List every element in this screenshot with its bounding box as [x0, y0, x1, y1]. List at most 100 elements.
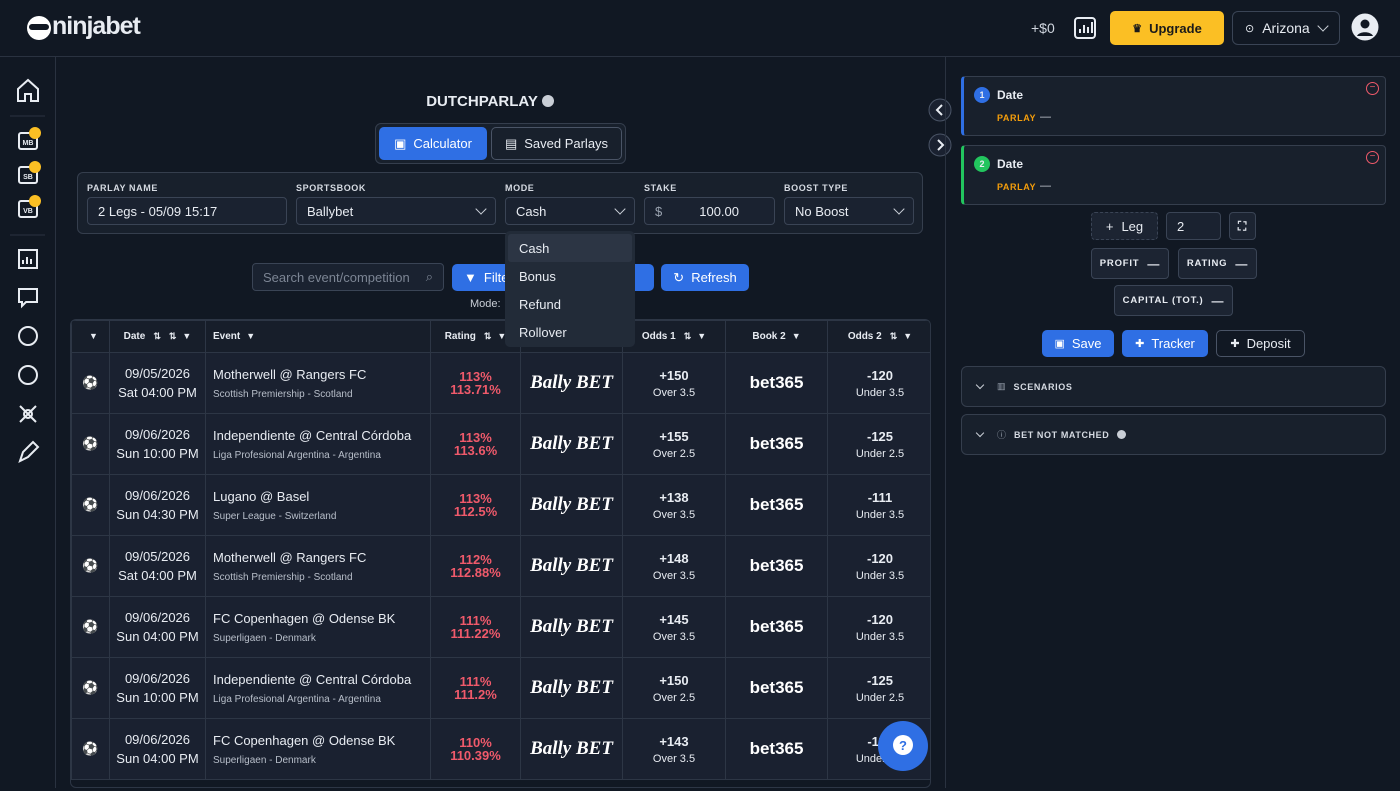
rating-detail: 111.2% [454, 687, 497, 702]
mode-option[interactable]: Refund [519, 297, 561, 312]
book-1: Bally BET [530, 372, 613, 393]
table-row[interactable]: ⚽ 09/05/2026 Sat 04:00 PM Motherwell @ Rang… [71, 535, 930, 597]
sidebar: MB SB VB [0, 57, 56, 788]
help-icon[interactable] [18, 326, 38, 346]
sort-icon[interactable]: ⇅ [889, 331, 898, 341]
table-row[interactable]: ⚽ 09/06/2026 Sun 04:00 PM FC Copenhagen @ O… [71, 596, 930, 658]
action-label: Deposit [1246, 336, 1291, 351]
page-title: DUTCHPARLAY [0, 93, 980, 110]
field-input[interactable]: $100.00 [644, 197, 775, 225]
collapsible-section[interactable]: ⓘ BET NOT MATCHED [961, 414, 1386, 455]
pin-icon: ⊙ [1245, 22, 1255, 35]
filter-icon[interactable]: ▼ [182, 331, 192, 341]
field-input[interactable]: Ballybet [296, 197, 496, 225]
date-cell: 09/06/2026 Sun 04:00 PM [109, 596, 206, 658]
mode-option[interactable]: Cash [508, 234, 632, 262]
rating: 113% [459, 491, 492, 506]
filter-icon[interactable]: ▼ [246, 331, 256, 341]
chat-icon[interactable] [18, 288, 38, 309]
mb-icon[interactable] [18, 132, 38, 150]
svg-text:?: ? [899, 738, 907, 753]
event-cell: Independiente @ Central Córdoba Liga Prof… [205, 657, 431, 719]
book-1: Bally BET [530, 677, 613, 698]
field-value: 2 Legs - 05/09 15:17 [98, 203, 218, 219]
action-icon: ✚ [1135, 338, 1145, 350]
refresh-button[interactable]: ↻ Refresh [661, 264, 749, 291]
leg-count[interactable]: 2 [1166, 212, 1221, 240]
home-icon[interactable] [17, 78, 39, 102]
leg-card: 1 Date PARLAY — − [961, 76, 1386, 136]
avatar[interactable] [1351, 13, 1379, 41]
sort-icon[interactable]: ⇅ [483, 331, 492, 341]
upgrade-button[interactable]: ♛ Upgrade [1110, 11, 1224, 45]
field-input[interactable]: Cash [505, 197, 635, 225]
help-icon[interactable] [18, 365, 38, 385]
sort-icon[interactable]: ⇅ [168, 331, 177, 341]
odds-cell: -111 Under 3.5 [827, 474, 930, 536]
table-row[interactable]: ⚽ 09/06/2026 Sun 04:00 PM FC Copenhagen @ O… [71, 718, 930, 780]
league: Liga Profesional Argentina - Argentina [213, 449, 381, 461]
book-cell: Bally BET [520, 535, 623, 597]
book-cell: Bally BET [520, 474, 623, 536]
filter-icon[interactable]: ▼ [791, 331, 801, 341]
header-label: Odds 2 [847, 331, 882, 342]
add-leg-button[interactable]: + Leg [1091, 212, 1158, 240]
logo[interactable]: ninjabet [52, 12, 141, 40]
mode-option[interactable]: Bonus [519, 269, 556, 284]
time: Sun 10:00 PM [116, 446, 199, 461]
sport-icon: ⚽ [71, 718, 110, 780]
collapsible-section[interactable]: ▥ SCENARIOS [961, 366, 1386, 407]
remove-leg[interactable]: − [1366, 151, 1379, 164]
sort-icon[interactable]: ⇅ [683, 331, 692, 341]
date-cell: 09/05/2026 Sat 04:00 PM [109, 535, 206, 597]
action-icon: ▣ [1054, 338, 1065, 350]
line-1: Over 3.5 [652, 508, 696, 521]
odds-cell: +145 Over 3.5 [622, 596, 726, 658]
field-input[interactable]: No Boost [784, 197, 914, 225]
table-wrap: ▼Date⇅⇅▼Event▼Rating⇅▼▼Odds 1⇅▼Book 2▼Od… [70, 319, 931, 788]
stats-icon[interactable] [1074, 17, 1096, 39]
filter-icon[interactable]: ▼ [903, 331, 913, 341]
line-1: Over 3.5 [652, 752, 696, 765]
field-input[interactable]: 2 Legs - 05/09 15:17 [87, 197, 287, 225]
mode-dropdown: Cash Bonus Refund Rollover [505, 231, 635, 347]
table-row[interactable]: ⚽ 09/06/2026 Sun 10:00 PM Independiente @ C… [71, 413, 930, 475]
action-button[interactable]: ✚ Tracker [1122, 330, 1208, 357]
vb-icon[interactable] [18, 200, 38, 218]
rating-detail: 113.6% [453, 443, 498, 458]
sb-icon[interactable] [18, 166, 38, 184]
header-cell: ▼ [71, 320, 110, 353]
help-chat-button[interactable]: ? [878, 721, 928, 771]
date-cell: 09/05/2026 Sat 04:00 PM [109, 352, 206, 414]
action-icon: ✚ [1230, 338, 1240, 350]
table-row[interactable]: ⚽ 09/06/2026 Sun 10:00 PM Independiente @ C… [71, 657, 930, 719]
tab-saved[interactable]: ▤ Saved Parlays [491, 127, 622, 160]
mode-option[interactable]: Rollover [519, 325, 567, 340]
table-row[interactable]: ⚽ 09/05/2026 Sat 04:00 PM Motherwell @ Rang… [71, 352, 930, 414]
tab-calculator[interactable]: ▣ Calculator [379, 127, 487, 160]
league: Superligaen - Denmark [213, 754, 316, 766]
sort-icon[interactable]: ⇅ [153, 331, 161, 341]
pen-icon[interactable] [18, 440, 40, 463]
odds-1: +150 [659, 367, 689, 383]
filter-icon[interactable]: ▼ [89, 331, 98, 341]
remove-leg[interactable]: − [1366, 82, 1379, 95]
date: 09/05/2026 [124, 549, 191, 564]
table-row[interactable]: ⚽ 09/06/2026 Sun 04:30 PM Lugano @ Basel Sup… [71, 474, 930, 536]
line-2: Under 3.5 [855, 386, 905, 399]
sidebar-icons: MB SB VB [10, 78, 45, 463]
chevron [475, 203, 487, 215]
chart-icon[interactable] [18, 249, 38, 269]
action-button[interactable]: ✚ Deposit [1216, 330, 1305, 357]
tools-icon[interactable] [19, 405, 37, 423]
line-2: Under 2.5 [855, 691, 905, 704]
info-icon[interactable] [541, 95, 554, 107]
filter-icon[interactable]: ▼ [697, 331, 707, 341]
location-select[interactable]: ⊙ Arizona [1232, 11, 1340, 45]
location: Arizona [1262, 20, 1310, 36]
action-button[interactable]: ▣ Save [1042, 330, 1114, 357]
fullscreen-button[interactable]: ⛶ [1229, 212, 1256, 240]
search-input[interactable]: Search event/competition ⌕ [252, 263, 444, 291]
filter-icon[interactable]: ▼ [497, 331, 507, 341]
